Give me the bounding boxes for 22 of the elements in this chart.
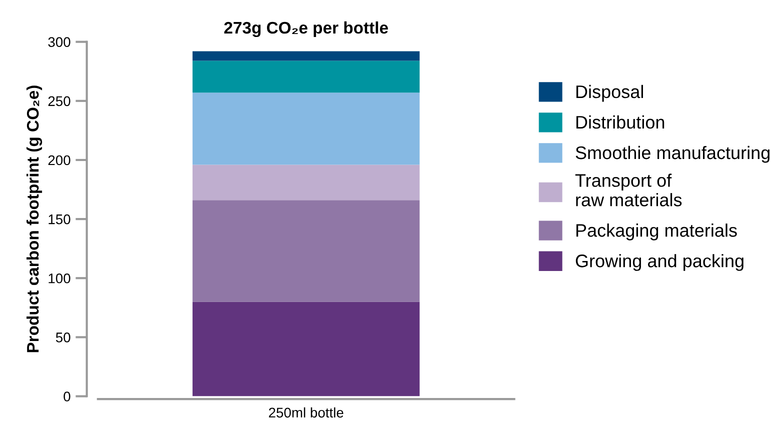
bar	[192, 302, 420, 396]
y-tick-label: 0	[64, 392, 70, 402]
bar	[192, 200, 420, 302]
bar	[192, 60, 420, 93]
y-tick-label: 300	[48, 37, 70, 48]
legend-label: Distribution	[576, 115, 664, 129]
legend-label: Packaging materials	[576, 224, 737, 240]
bar	[192, 92, 420, 165]
y-tick-label: 200	[48, 155, 70, 166]
x-tick-label: 250ml bottle	[268, 407, 344, 418]
legend-label: Disposal	[576, 84, 643, 102]
chart-title: 273g CO₂e per bottle	[224, 21, 388, 38]
legend-label: Growing and packing	[576, 254, 744, 271]
legend-label: Transport of raw materials	[575, 174, 682, 206]
y-tick-label: 100	[48, 273, 70, 284]
y-tick-label: 250	[48, 96, 70, 106]
bar	[192, 164, 420, 200]
y-axis-title: Product carbon footprint (g CO₂e)	[26, 86, 42, 352]
y-tick-label: 50	[56, 332, 70, 342]
legend-label: Smoothie manufacturing	[576, 146, 770, 163]
bar	[192, 51, 420, 61]
y-tick-label: 150	[48, 214, 70, 224]
